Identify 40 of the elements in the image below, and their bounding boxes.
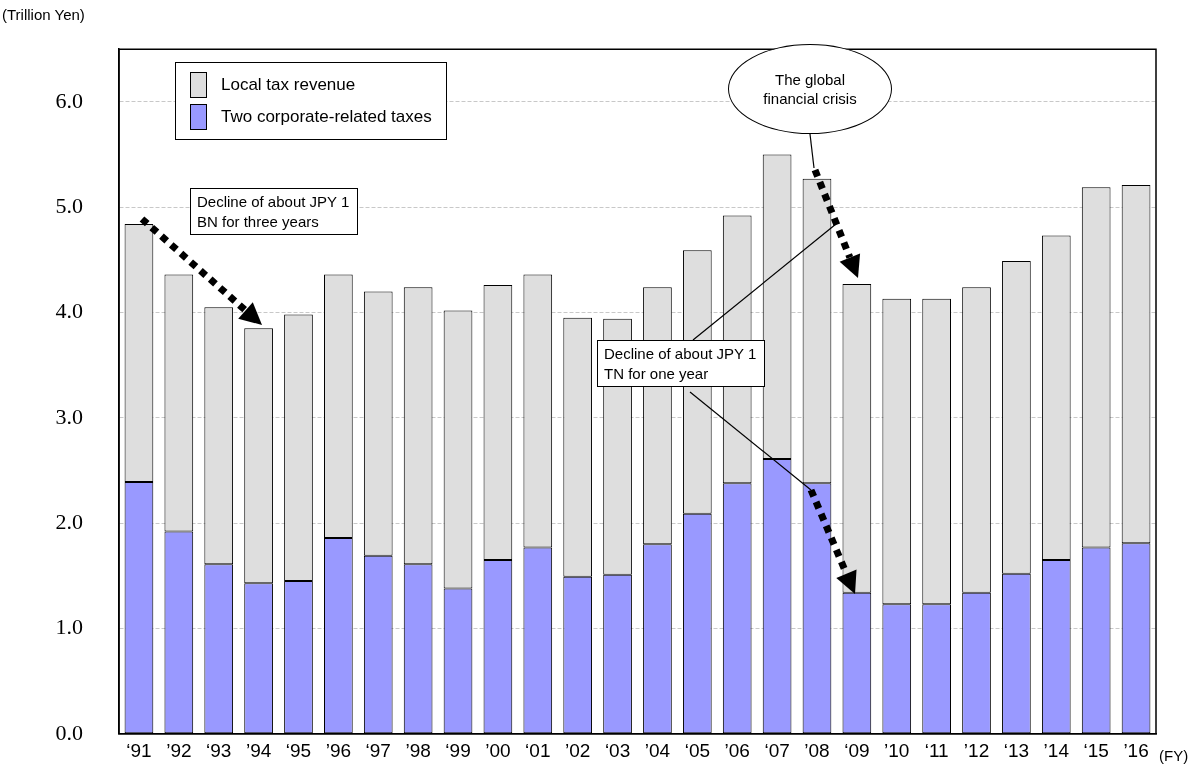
x-tick-label: ’94 [245,740,272,762]
x-axis-title: (FY) [1159,746,1189,764]
x-tick-label: ’02 [564,740,591,762]
x-tick-label: ’92 [166,740,192,762]
annotation: Decline of about JPY 1 TN for one year [597,340,765,387]
x-tick-label: ’04 [644,740,671,762]
y-tick-label: 1.0 [55,614,83,640]
y-tick-label: 0.0 [55,719,83,745]
x-tick-label: ’08 [804,740,830,762]
ellipse-callout: The global financial crisis [728,44,892,134]
x-tick-label: ‘15 [1083,740,1109,762]
x-tick-label: ‘05 [684,740,711,762]
x-tick-label: ‘09 [844,740,870,762]
x-tick-label: ’96 [325,740,352,762]
x-tick-label: ‘07 [764,740,790,762]
x-tick-label: ‘97 [365,740,391,762]
x-tick-label: ‘91 [126,740,152,762]
x-tick-label: ’10 [884,740,910,762]
x-tick-label: ’16 [1123,740,1149,762]
x-tick-label: ‘03 [604,740,631,762]
y-tick-label: 5.0 [55,192,83,218]
x-tick-label: ‘99 [445,740,471,762]
y-tick-label: 2.0 [55,508,83,534]
x-tick-label: ‘01 [525,740,551,762]
x-tick-label: ’00 [485,740,511,762]
x-tick-label: ’06 [724,740,750,762]
x-tick-label: ‘95 [285,740,312,762]
y-tick-label: 4.0 [55,298,83,324]
x-tick-label: ’98 [405,740,431,762]
legend-label: Local tax revenue [221,75,356,96]
annotation: Decline of about JPY 1 BN for three years [190,188,358,235]
x-tick-label: ‘13 [1003,740,1030,762]
y-tick-label: 6.0 [55,87,83,113]
x-tick-label: ’12 [963,740,990,762]
y-axis-title: (Trillion Yen) [2,6,85,23]
x-tick-label: ‘93 [206,740,232,762]
x-tick-label: ’14 [1043,740,1070,762]
y-tick-label: 3.0 [55,403,83,429]
legend-label: Two corporate-related taxes [221,107,432,128]
x-tick-label: ‘11 [924,740,949,762]
